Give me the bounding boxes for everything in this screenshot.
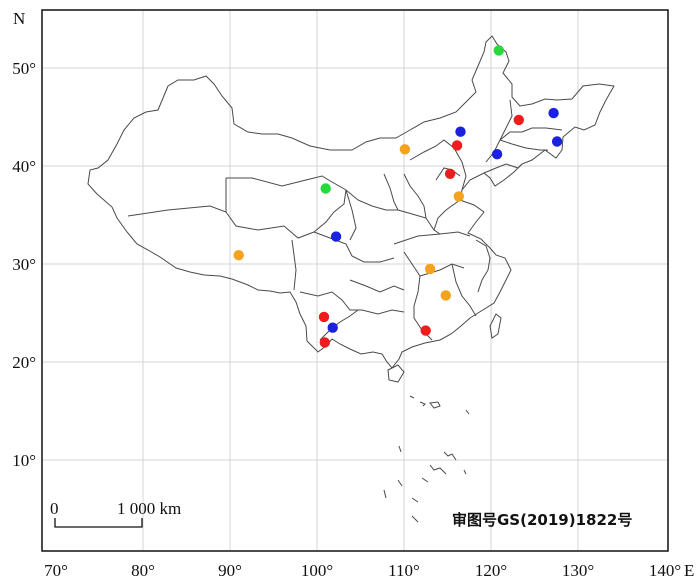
map-frame — [41, 9, 669, 552]
scale-bar: 0 1 000 km — [50, 499, 181, 528]
x-axis-letter: E — [684, 561, 694, 580]
sample-point-orange — [453, 191, 464, 202]
y-tick-label: 40° — [12, 157, 36, 176]
sample-point-orange — [424, 263, 436, 275]
sample-point-orange — [399, 144, 411, 155]
scale-bar-start-label: 0 — [50, 499, 59, 518]
scale-bar-end-label: 1 000 km — [117, 499, 181, 518]
sample-point-blue — [330, 231, 342, 242]
sample-point-blue — [548, 107, 559, 119]
sample-point-green — [493, 45, 504, 56]
taiwan-island — [489, 313, 502, 339]
sample-point-orange — [233, 250, 244, 261]
x-tick-label: 110° — [388, 561, 420, 580]
scale-bar-line — [54, 518, 143, 528]
x-tick-label: 90° — [218, 561, 242, 580]
y-tick-label: 50° — [12, 59, 36, 78]
y-tick-label: 20° — [12, 353, 36, 372]
sample-point-red — [319, 337, 330, 348]
sample-point-red — [513, 114, 524, 126]
national-border — [87, 35, 615, 369]
sampling-points — [233, 45, 563, 348]
x-tick-label: 80° — [131, 561, 155, 580]
sample-point-orange — [440, 290, 451, 301]
y-tick-label: 30° — [12, 255, 36, 274]
sample-point-blue — [491, 149, 503, 160]
south-sea-islands — [383, 395, 470, 523]
sample-point-green — [320, 183, 331, 194]
x-tick-label: 70° — [44, 561, 68, 580]
x-tick-label: 120° — [475, 561, 507, 580]
sample-point-blue — [551, 136, 563, 147]
hainan-island — [387, 364, 405, 383]
x-tick-label: 140° — [649, 561, 681, 580]
country-outline — [87, 35, 615, 523]
y-axis-ticks: 10° 20° 30° 40° 50° — [12, 59, 36, 470]
y-axis-letter: N — [13, 9, 25, 28]
sample-point-blue — [327, 322, 338, 333]
sample-point-blue — [455, 126, 466, 137]
sample-point-red — [420, 325, 431, 336]
x-axis-ticks: 70° 80° 90° 100° 110° 120° 130° 140° — [44, 561, 681, 580]
approval-number: 审图号GS(2019)1822号 — [452, 511, 632, 529]
x-tick-label: 100° — [301, 561, 333, 580]
graticule — [42, 10, 668, 551]
y-tick-label: 10° — [12, 451, 36, 470]
sample-point-red — [318, 311, 330, 323]
province-borders — [127, 99, 563, 341]
sample-point-red — [444, 168, 456, 179]
sample-point-red — [451, 140, 463, 151]
x-tick-label: 130° — [562, 561, 594, 580]
